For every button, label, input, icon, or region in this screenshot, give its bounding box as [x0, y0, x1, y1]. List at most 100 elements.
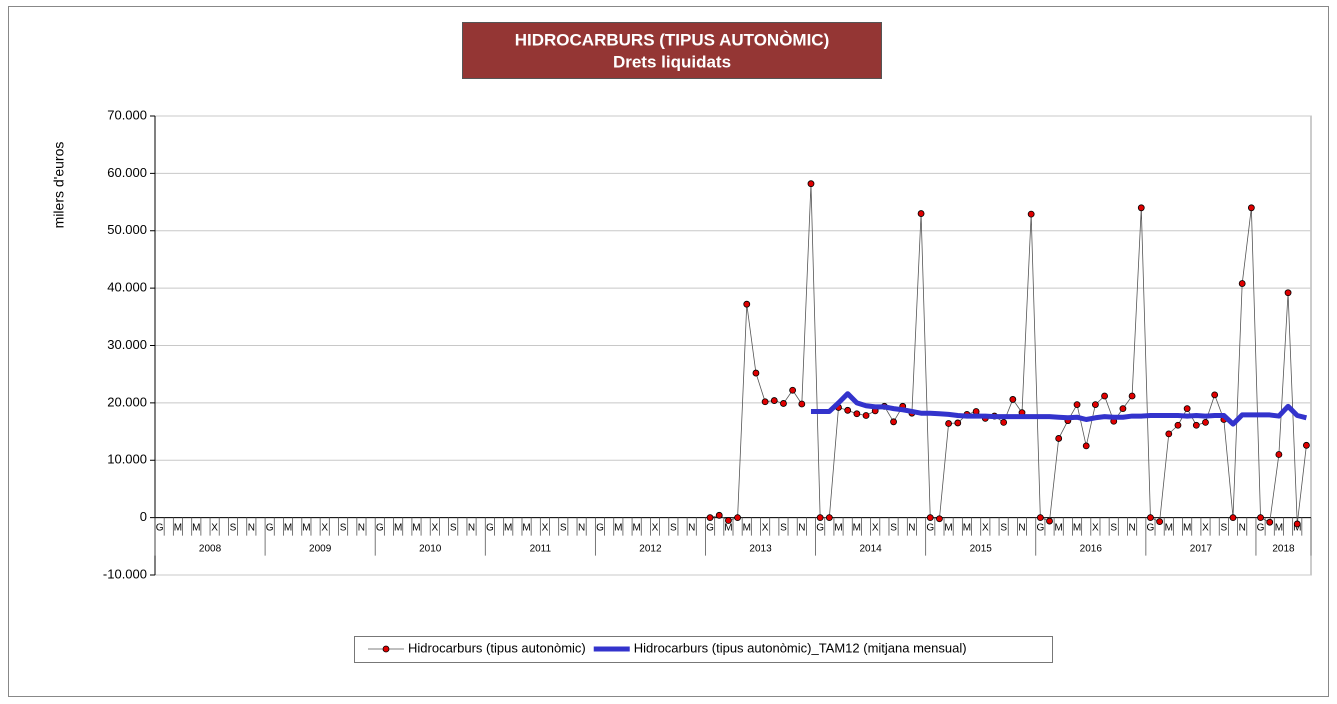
marker: [936, 515, 943, 523]
chart-subtitle: Drets liquidats: [613, 52, 731, 71]
x-tick-label: M: [834, 522, 842, 533]
x-tick-label: M: [504, 522, 512, 533]
legend-label: Hidrocarburs (tipus autonòmic)_TAM12 (mi…: [634, 640, 967, 655]
x-tick-label: M: [192, 522, 200, 533]
x-tick-label: N: [798, 522, 805, 533]
marker: [1119, 405, 1127, 413]
marker: [1009, 396, 1017, 403]
marker: [1156, 518, 1164, 526]
marker: [825, 514, 833, 522]
tam-line: [810, 391, 1308, 427]
x-tick-label: X: [1092, 522, 1099, 533]
marker: [1183, 405, 1191, 413]
marker: [706, 514, 714, 522]
y-tick-label: 50.000: [107, 222, 147, 237]
marker: [1046, 517, 1053, 525]
marker: [1036, 514, 1044, 522]
marker: [725, 517, 732, 524]
marker: [807, 180, 815, 188]
marker: [917, 210, 925, 217]
x-tick-label: S: [670, 522, 677, 533]
x-tick-label: M: [284, 522, 292, 533]
x-tick-label: M: [1073, 522, 1081, 533]
x-tick-label: X: [211, 522, 218, 533]
y-tick-label: 70.000: [107, 107, 147, 122]
x-tick-label: M: [1275, 522, 1283, 533]
marker: [1101, 392, 1108, 400]
marker: [1303, 441, 1310, 449]
year-label: 2009: [309, 543, 332, 554]
marker: [1027, 210, 1035, 218]
year-label: 2012: [639, 543, 662, 554]
marker: [1082, 442, 1090, 450]
y-tick-label: -10.000: [103, 566, 147, 581]
x-tick-label: S: [560, 522, 567, 533]
marker: [715, 511, 723, 519]
marker: [780, 400, 787, 407]
x-tick-label: S: [890, 522, 897, 533]
x-tick-label: G: [706, 522, 714, 533]
year-label: 2008: [199, 543, 222, 554]
year-label: 2010: [419, 543, 442, 554]
marker: [1266, 518, 1274, 526]
y-tick-label: 40.000: [107, 280, 147, 295]
x-tick-label: M: [1165, 522, 1173, 533]
y-tick-label: 0: [140, 509, 147, 524]
y-tick-label: 20.000: [107, 394, 147, 409]
x-tick-label: X: [762, 522, 769, 533]
x-tick-label: S: [340, 522, 347, 533]
marker: [1284, 289, 1292, 297]
marker: [954, 419, 962, 427]
x-tick-label: M: [853, 522, 861, 533]
marker: [798, 400, 806, 408]
marker: [816, 514, 824, 522]
x-tick-label: G: [1257, 522, 1265, 533]
marker: [1055, 435, 1063, 442]
marker: [1192, 421, 1200, 429]
y-tick-label: 10.000: [107, 452, 147, 467]
x-tick-label: N: [1239, 522, 1246, 533]
x-tick-label: G: [376, 522, 384, 533]
x-tick-label: G: [926, 522, 934, 533]
year-label: 2016: [1080, 543, 1103, 554]
x-tick-label: X: [1202, 522, 1209, 533]
x-tick-label: N: [1018, 522, 1025, 533]
marker: [752, 369, 760, 377]
marker: [1211, 391, 1219, 399]
x-tick-label: M: [522, 522, 530, 533]
x-tick-label: M: [724, 522, 732, 533]
x-tick-label: S: [1221, 522, 1228, 533]
marker: [862, 412, 870, 419]
marker: [1247, 204, 1255, 212]
x-tick-label: X: [872, 522, 879, 533]
marker: [1128, 392, 1136, 400]
year-label: 2011: [530, 543, 552, 554]
x-tick-label: N: [468, 522, 475, 533]
marker: [789, 386, 797, 394]
marker: [734, 514, 741, 522]
marker: [1293, 520, 1301, 528]
x-tick-label: M: [1183, 522, 1191, 533]
marker: [1073, 401, 1081, 408]
x-tick-label: N: [358, 522, 365, 533]
x-tick-label: M: [632, 522, 640, 533]
marker: [1000, 418, 1008, 426]
x-tick-label: N: [248, 522, 255, 533]
legend-label: Hidrocarburs (tipus autonòmic): [408, 640, 586, 655]
marker: [743, 300, 751, 308]
marker: [770, 397, 778, 404]
x-tick-label: M: [1055, 522, 1063, 533]
x-tick-label: S: [1110, 522, 1117, 533]
year-label: 2015: [970, 543, 993, 554]
marker: [1275, 451, 1283, 458]
x-tick-label: S: [450, 522, 457, 533]
x-tick-label: G: [816, 522, 824, 533]
x-tick-label: G: [266, 522, 274, 533]
x-tick-label: S: [1000, 522, 1007, 533]
marker: [1165, 430, 1173, 438]
marker: [1174, 421, 1182, 429]
x-tick-label: M: [174, 522, 182, 533]
y-tick-label: 30.000: [107, 337, 147, 352]
x-tick-label: X: [431, 522, 438, 533]
x-tick-label: M: [614, 522, 622, 533]
